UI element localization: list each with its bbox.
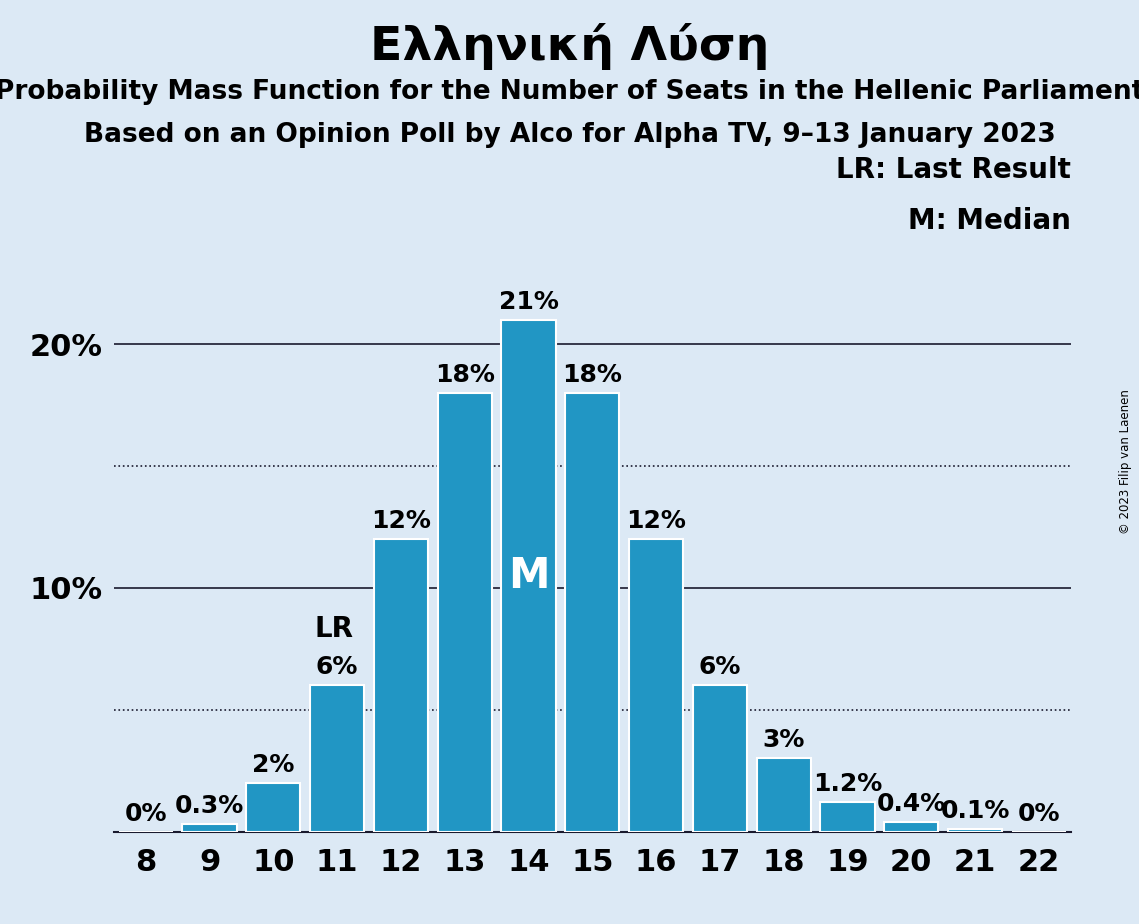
Text: 0%: 0%	[1017, 801, 1060, 825]
Bar	[948, 829, 1002, 832]
Text: Probability Mass Function for the Number of Seats in the Hellenic Parliament: Probability Mass Function for the Number…	[0, 79, 1139, 104]
Bar	[693, 686, 747, 832]
Bar	[884, 821, 939, 832]
Text: 1.2%: 1.2%	[813, 772, 882, 796]
Text: 18%: 18%	[435, 363, 494, 387]
Text: 0%: 0%	[124, 801, 167, 825]
Text: 0.1%: 0.1%	[941, 799, 1009, 823]
Text: © 2023 Filip van Laenen: © 2023 Filip van Laenen	[1118, 390, 1132, 534]
Bar	[310, 686, 364, 832]
Text: LR: Last Result: LR: Last Result	[836, 155, 1071, 184]
Text: Based on an Opinion Poll by Alco for Alpha TV, 9–13 January 2023: Based on an Opinion Poll by Alco for Alp…	[83, 122, 1056, 148]
Text: 12%: 12%	[371, 509, 431, 533]
Bar	[820, 802, 875, 832]
Text: LR: LR	[314, 614, 353, 643]
Text: 18%: 18%	[563, 363, 622, 387]
Text: 2%: 2%	[252, 753, 295, 777]
Bar	[565, 393, 620, 832]
Bar	[501, 320, 556, 832]
Text: 3%: 3%	[762, 728, 805, 752]
Text: M: M	[508, 554, 549, 597]
Bar	[629, 539, 683, 832]
Text: 6%: 6%	[698, 655, 741, 679]
Text: Ελληνική Λύση: Ελληνική Λύση	[370, 23, 769, 70]
Bar	[182, 824, 237, 832]
Bar	[756, 759, 811, 832]
Bar	[437, 393, 492, 832]
Text: 0.3%: 0.3%	[175, 795, 244, 818]
Bar	[246, 783, 301, 832]
Text: 0.4%: 0.4%	[877, 792, 945, 816]
Text: 21%: 21%	[499, 289, 558, 313]
Text: M: Median: M: Median	[908, 207, 1071, 236]
Text: 12%: 12%	[626, 509, 686, 533]
Text: 6%: 6%	[316, 655, 359, 679]
Bar	[374, 539, 428, 832]
